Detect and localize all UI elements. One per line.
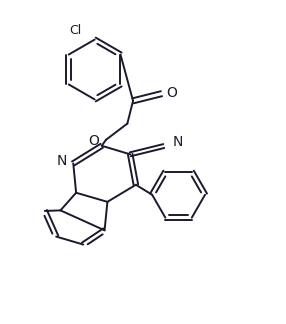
Text: N: N [173, 135, 183, 149]
Text: N: N [57, 154, 67, 168]
Text: Cl: Cl [69, 24, 82, 37]
Text: O: O [88, 134, 99, 148]
Text: O: O [167, 86, 178, 100]
